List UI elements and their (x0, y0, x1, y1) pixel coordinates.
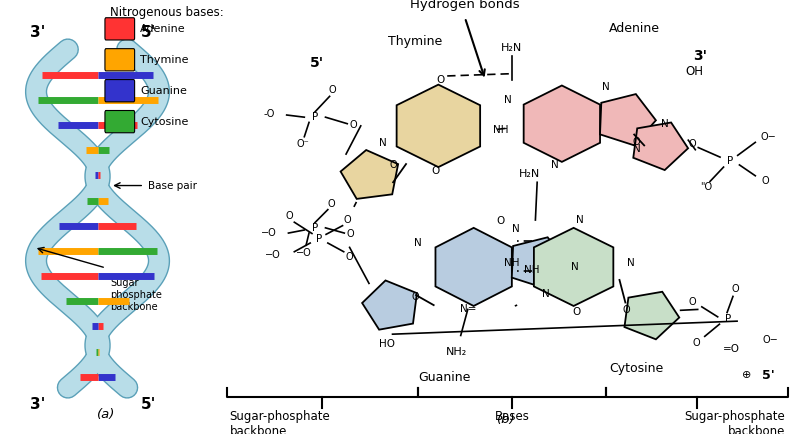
Text: P: P (727, 155, 734, 166)
Text: P: P (312, 112, 318, 122)
Text: Base pair: Base pair (148, 181, 198, 191)
Text: N: N (634, 144, 641, 154)
Text: HO: HO (378, 339, 394, 349)
Text: Thymine: Thymine (140, 55, 189, 65)
Polygon shape (634, 122, 688, 170)
Polygon shape (397, 85, 480, 167)
Text: O: O (390, 160, 397, 170)
Text: N: N (571, 262, 579, 272)
Text: 5': 5' (310, 56, 324, 70)
Text: Sugar-phosphate
backbone: Sugar-phosphate backbone (230, 410, 330, 434)
Text: −O: −O (297, 248, 312, 258)
Text: O: O (573, 307, 581, 318)
Text: Adenine: Adenine (140, 24, 186, 34)
Text: N: N (576, 215, 583, 225)
Text: N: N (379, 138, 386, 148)
FancyBboxPatch shape (105, 111, 134, 133)
Text: O−: O− (760, 132, 776, 142)
Text: Sugar-phosphate
backbone: Sugar-phosphate backbone (685, 410, 786, 434)
Text: NH: NH (493, 125, 509, 135)
Text: (b): (b) (497, 413, 515, 426)
FancyBboxPatch shape (105, 18, 134, 40)
Text: −O: −O (261, 228, 277, 238)
Text: =O: =O (722, 343, 740, 354)
Text: "O: "O (700, 182, 712, 193)
Text: Adenine: Adenine (609, 22, 660, 35)
Text: Guanine: Guanine (140, 85, 186, 96)
Text: 3': 3' (30, 397, 46, 411)
Text: N: N (661, 118, 668, 129)
Text: 3': 3' (693, 49, 707, 63)
Text: O: O (689, 139, 696, 149)
Text: O: O (496, 216, 504, 227)
Polygon shape (534, 228, 614, 306)
Text: O: O (350, 120, 357, 130)
Text: O: O (622, 305, 630, 316)
Text: -O: -O (263, 109, 275, 119)
Text: Bases: Bases (494, 410, 530, 423)
Text: O: O (329, 85, 336, 95)
Text: H₂N: H₂N (502, 43, 522, 53)
Text: O: O (343, 215, 351, 226)
Text: N: N (626, 257, 634, 268)
Text: O: O (346, 252, 354, 262)
Text: Sugar
phosphate
backbone: Sugar phosphate backbone (110, 278, 162, 312)
Text: Cytosine: Cytosine (140, 117, 188, 127)
Text: NH₂: NH₂ (446, 346, 466, 357)
Text: O: O (693, 338, 700, 348)
Text: Nitrogenous bases:: Nitrogenous bases: (110, 6, 224, 19)
Text: Cytosine: Cytosine (609, 362, 663, 375)
Text: O: O (731, 284, 739, 295)
Text: O: O (431, 166, 439, 177)
Text: O: O (327, 199, 335, 209)
Text: 5': 5' (141, 397, 156, 411)
Text: H₂N: H₂N (519, 168, 540, 179)
Text: N: N (512, 224, 520, 234)
Text: 3': 3' (30, 26, 46, 40)
Text: O: O (437, 75, 445, 85)
Text: (a): (a) (97, 408, 115, 421)
Polygon shape (600, 94, 656, 145)
Text: N: N (602, 82, 610, 92)
FancyBboxPatch shape (105, 79, 134, 102)
Text: −O: −O (265, 250, 281, 260)
Polygon shape (341, 150, 398, 199)
Text: P: P (725, 314, 731, 324)
Text: NH: NH (504, 257, 519, 268)
Text: N: N (542, 289, 550, 299)
Text: NH: NH (524, 265, 539, 276)
Text: Thymine: Thymine (388, 35, 442, 48)
FancyBboxPatch shape (105, 49, 134, 71)
Text: N: N (414, 238, 422, 248)
Text: O: O (286, 211, 294, 221)
Text: P: P (312, 223, 318, 233)
Text: Hydrogen bonds: Hydrogen bonds (410, 0, 520, 11)
Text: N: N (504, 95, 512, 105)
Text: P: P (316, 233, 322, 244)
Polygon shape (512, 237, 568, 289)
Polygon shape (435, 228, 512, 306)
Text: O⁻: O⁻ (297, 139, 310, 149)
Polygon shape (524, 85, 600, 162)
Text: O: O (688, 296, 696, 307)
Text: O: O (633, 137, 640, 147)
Text: N=: N= (459, 304, 476, 315)
Text: O: O (761, 176, 769, 187)
Text: ⊕: ⊕ (742, 370, 752, 381)
Text: OH: OH (685, 65, 703, 78)
Polygon shape (362, 280, 417, 330)
Text: 5': 5' (762, 369, 774, 382)
Text: 5': 5' (141, 26, 156, 40)
Text: O: O (411, 292, 418, 302)
Text: N: N (551, 160, 558, 170)
Text: O−: O− (762, 335, 778, 345)
Polygon shape (625, 292, 679, 339)
Text: O: O (346, 229, 354, 240)
Text: Guanine: Guanine (418, 371, 470, 384)
